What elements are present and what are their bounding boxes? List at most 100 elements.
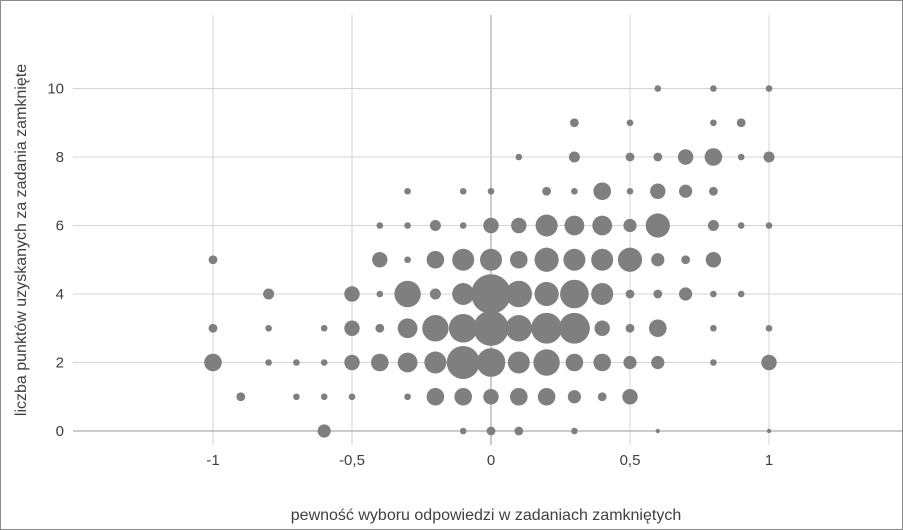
data-point (645, 213, 670, 238)
data-point (344, 286, 360, 302)
x-tick-label: -1 (206, 452, 219, 469)
data-point (507, 351, 530, 374)
data-point (623, 355, 637, 370)
data-point (459, 427, 467, 435)
data-point (317, 424, 331, 438)
data-point (560, 279, 589, 309)
data-point (737, 222, 745, 229)
data-point (397, 318, 418, 339)
data-point (376, 222, 384, 229)
data-point (594, 320, 610, 336)
data-point (626, 119, 634, 127)
data-point (593, 182, 611, 201)
data-point (736, 118, 746, 128)
data-point (651, 355, 665, 370)
y-tick-labels: 0 2 4 6 8 10 (47, 81, 64, 441)
data-point (559, 312, 590, 344)
data-point (446, 346, 480, 379)
data-point (483, 217, 499, 234)
data-points (204, 85, 777, 438)
y-tick-label: 2 (56, 355, 64, 372)
data-point (591, 283, 614, 305)
data-point (394, 280, 421, 308)
data-point (448, 313, 478, 343)
data-point (510, 387, 528, 406)
data-point (626, 187, 634, 195)
data-point (651, 253, 665, 267)
data-point (571, 427, 578, 435)
data-point (765, 324, 773, 332)
data-point (650, 183, 666, 199)
data-point (622, 389, 638, 405)
data-point (564, 215, 585, 236)
data-point (486, 426, 496, 436)
data-point (705, 252, 722, 268)
data-point (625, 152, 635, 162)
data-point (426, 250, 445, 269)
data-point (375, 323, 385, 333)
data-point (424, 351, 447, 374)
data-point (426, 387, 445, 406)
data-point (710, 119, 717, 127)
data-point (681, 255, 690, 265)
data-point (429, 220, 441, 231)
data-point (535, 214, 558, 237)
data-point (571, 187, 578, 195)
data-point (625, 289, 635, 299)
x-tick-label: 1 (765, 452, 773, 469)
data-point (531, 312, 562, 344)
data-point (511, 217, 527, 234)
data-point (765, 222, 773, 229)
data-point (565, 353, 584, 372)
data-point (320, 393, 328, 401)
data-point (483, 389, 499, 405)
data-point (567, 390, 582, 404)
data-point (625, 323, 635, 333)
data-point (404, 256, 411, 264)
data-point (397, 352, 418, 373)
data-point (236, 392, 246, 402)
data-point (591, 248, 614, 271)
y-tick-label: 8 (56, 149, 64, 166)
data-point (208, 255, 218, 265)
data-point (459, 222, 467, 229)
y-tick-label: 4 (56, 286, 64, 303)
y-axis-title: liczba punktów uzyskanych za zadania zam… (13, 64, 30, 416)
data-point (707, 220, 719, 231)
data-point (710, 290, 717, 298)
data-point (371, 353, 389, 372)
data-point (422, 315, 449, 342)
data-point (533, 349, 560, 376)
data-point (320, 359, 328, 366)
y-tick-label: 10 (47, 81, 64, 98)
data-point (679, 287, 693, 301)
data-point (655, 428, 660, 434)
data-point (404, 187, 411, 195)
data-point (765, 85, 773, 92)
data-point (568, 151, 580, 163)
data-point (452, 283, 475, 305)
data-point (563, 248, 586, 271)
data-point (404, 393, 411, 401)
data-point (537, 387, 556, 406)
data-point (592, 215, 613, 236)
data-point (480, 248, 502, 271)
data-point (542, 186, 551, 196)
data-point (710, 85, 717, 92)
data-point (709, 186, 718, 196)
data-point (570, 118, 579, 128)
data-point (293, 393, 300, 401)
data-point (454, 387, 473, 406)
data-point (376, 290, 384, 298)
data-point (654, 85, 662, 92)
y-tick-label: 6 (56, 218, 64, 235)
data-point (505, 280, 532, 308)
data-point (473, 310, 509, 346)
data-point (510, 250, 528, 269)
data-point (763, 151, 775, 163)
data-point (514, 426, 524, 436)
data-point (704, 148, 723, 166)
data-point (515, 153, 523, 161)
